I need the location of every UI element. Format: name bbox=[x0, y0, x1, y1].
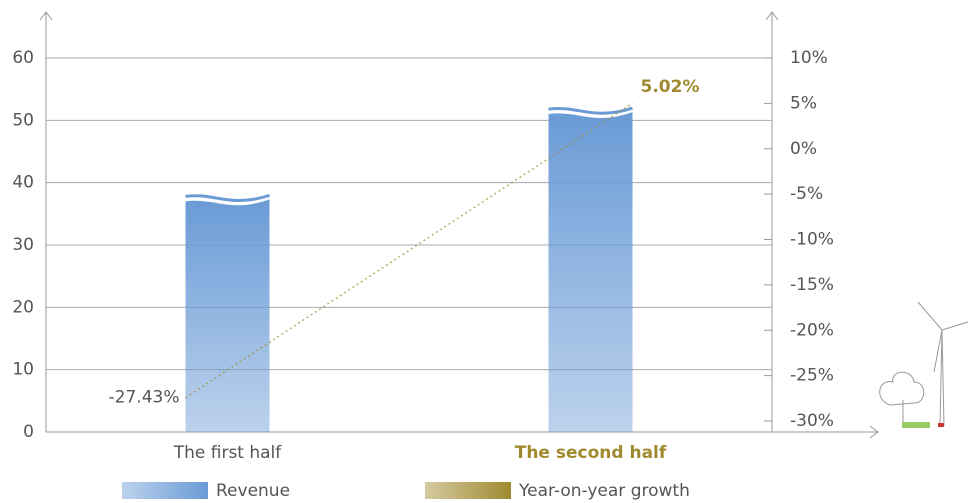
line bbox=[185, 102, 633, 399]
x-tick-label: The first half bbox=[173, 443, 283, 463]
y2-tick-label: -30% bbox=[790, 411, 834, 431]
x-tick-label: The second half bbox=[515, 443, 667, 463]
legend-label: Year-on-year growth bbox=[518, 481, 690, 501]
y-tick-label: 40 bbox=[12, 173, 34, 193]
y2-tick-label: -5% bbox=[790, 184, 823, 204]
y2-tick-label: 5% bbox=[790, 93, 817, 113]
decoration bbox=[938, 423, 944, 427]
y-tick-label: 0 bbox=[23, 422, 34, 442]
legend-swatch bbox=[425, 482, 511, 499]
y-tick-label: 30 bbox=[12, 235, 34, 255]
y2-tick-label: 0% bbox=[790, 139, 817, 159]
y-tick-label: 50 bbox=[12, 110, 34, 130]
y2-tick-label: -25% bbox=[790, 366, 834, 386]
legend-label: Revenue bbox=[216, 481, 290, 501]
y2-tick-label: -20% bbox=[790, 320, 834, 340]
bar bbox=[185, 199, 270, 432]
y2-tick-label: 10% bbox=[790, 48, 828, 68]
decoration bbox=[902, 422, 930, 428]
data-label: 5.02% bbox=[641, 77, 700, 97]
y-tick-label: 20 bbox=[12, 297, 34, 317]
y2-tick-label: -10% bbox=[790, 230, 834, 250]
bar-cap bbox=[185, 193, 270, 203]
legend-swatch bbox=[122, 482, 208, 499]
data-label: -27.43% bbox=[109, 388, 180, 408]
y2-tick-label: -15% bbox=[790, 275, 834, 295]
bar bbox=[548, 112, 633, 432]
decoration bbox=[39, 11, 969, 439]
y-tick-label: 10 bbox=[12, 360, 34, 380]
y-tick-label: 60 bbox=[12, 48, 34, 68]
